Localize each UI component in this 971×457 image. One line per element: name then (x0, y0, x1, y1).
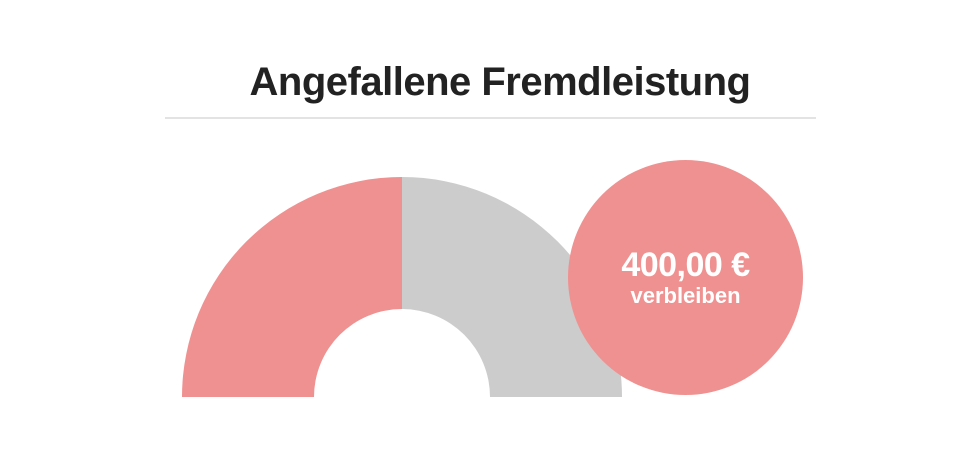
remaining-budget-bubble: 400,00 € verbleiben (568, 160, 803, 395)
chart-title: Angefallene Fremdleistung (249, 60, 751, 104)
remaining-label: verbleiben (630, 282, 741, 308)
title-divider (165, 117, 816, 119)
remaining-value: 400,00 € (621, 245, 750, 284)
gauge-segment-2 (402, 177, 622, 397)
gauge-segment-1 (182, 177, 402, 397)
